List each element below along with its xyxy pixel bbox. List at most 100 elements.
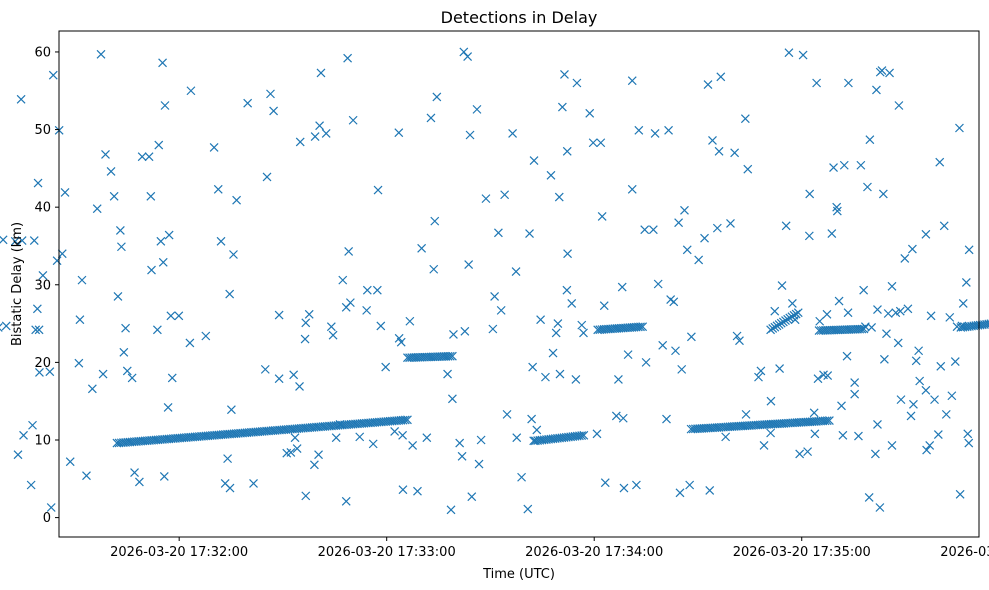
scatter-point <box>812 78 822 88</box>
scatter-point <box>675 488 685 498</box>
scatter-point <box>555 369 565 379</box>
scatter-point <box>390 427 400 436</box>
scatter-point <box>930 395 939 405</box>
scatter-point <box>28 420 37 430</box>
scatter-point <box>775 364 785 374</box>
scatter-point <box>292 444 302 453</box>
x-tick-label: 2026-03-20 17:33:00 <box>318 545 456 560</box>
scatter-point <box>599 301 609 311</box>
scatter-point <box>441 351 451 361</box>
scatter-point <box>398 485 408 495</box>
scatter-point <box>310 132 320 141</box>
scatter-point <box>98 369 108 379</box>
scatter-point <box>804 231 814 241</box>
scatter-point <box>75 315 85 325</box>
scatter-point <box>528 362 538 372</box>
scatter-point <box>842 325 852 335</box>
scatter-point <box>879 354 889 364</box>
scatter-point <box>527 414 537 424</box>
scatter-point <box>638 322 648 332</box>
scatter-point <box>585 108 595 118</box>
scatter-point <box>400 415 410 425</box>
scatter-point <box>309 460 319 470</box>
scatter-point <box>721 432 731 442</box>
scatter-point <box>926 311 936 321</box>
scatter-point <box>627 76 637 86</box>
scatter-point <box>875 503 885 512</box>
scatter-point <box>186 86 196 96</box>
scatter-point <box>164 230 174 240</box>
scatter-point <box>541 372 550 382</box>
scatter-point <box>875 67 885 77</box>
scatter-point <box>517 472 527 482</box>
scatter-point <box>508 129 518 138</box>
scatter-point <box>827 325 837 335</box>
scatter-point <box>939 221 949 231</box>
scatter-point <box>185 338 195 348</box>
scatter-point <box>838 325 847 335</box>
scatter-point <box>896 395 906 405</box>
scatter-point <box>857 324 867 334</box>
scatter-point <box>156 236 166 246</box>
scatter-point <box>443 369 452 379</box>
scatter-point <box>703 80 713 89</box>
scatter-point <box>563 249 573 259</box>
scatter-point <box>867 323 877 332</box>
scatter-point <box>82 471 91 481</box>
scatter-point <box>137 152 147 162</box>
scatter-point <box>0 235 8 245</box>
scatter-point <box>447 351 457 361</box>
scatter-point <box>113 291 123 301</box>
scatter-point <box>348 115 358 125</box>
scatter-point <box>856 160 866 170</box>
scatter-point <box>596 138 606 148</box>
scatter-point <box>617 282 627 292</box>
scatter-point <box>381 362 391 372</box>
scatter-point <box>449 330 458 339</box>
scatter-point <box>32 304 42 314</box>
scatter-point <box>694 255 704 265</box>
scatter-point <box>225 289 235 299</box>
scatter-point <box>232 195 242 205</box>
scatter-point <box>964 245 974 255</box>
scatter-point <box>562 285 572 295</box>
scatter-point <box>829 325 839 335</box>
scatter-point <box>641 357 651 367</box>
scatter-point <box>579 430 589 440</box>
scatter-point <box>300 334 310 344</box>
scatter-point <box>813 374 823 384</box>
scatter-point <box>680 205 689 215</box>
scatter-point <box>781 221 791 231</box>
scatter-point <box>316 68 326 78</box>
scatter-point <box>793 308 803 318</box>
scatter-point <box>551 328 561 338</box>
scatter-point <box>843 78 853 88</box>
scatter-point <box>439 352 449 361</box>
scatter-point <box>669 297 679 307</box>
scatter-point <box>700 233 709 243</box>
scatter-point <box>818 325 828 335</box>
scatter-point <box>815 316 825 326</box>
scatter-point <box>671 346 680 356</box>
scatter-point <box>398 430 408 440</box>
plot-area-frame <box>58 30 980 538</box>
scatter-point <box>101 149 110 159</box>
scatter-point <box>65 457 75 467</box>
scatter-point <box>572 78 582 88</box>
scatter-point <box>490 291 500 301</box>
scatter-point <box>577 431 587 441</box>
scatter-point <box>525 229 534 238</box>
scatter-point <box>532 425 542 435</box>
scatter-point <box>770 306 780 316</box>
scatter-point <box>45 367 55 377</box>
scatter-point <box>445 351 455 361</box>
scatter-point <box>855 324 865 334</box>
x-axis-label: Time (UTC) <box>482 567 555 582</box>
scatter-point <box>822 309 832 319</box>
scatter-point <box>619 483 629 493</box>
scatter-point <box>887 440 897 450</box>
scatter-point <box>407 353 417 363</box>
scatter-point <box>906 411 916 421</box>
scatter-point <box>146 191 156 201</box>
